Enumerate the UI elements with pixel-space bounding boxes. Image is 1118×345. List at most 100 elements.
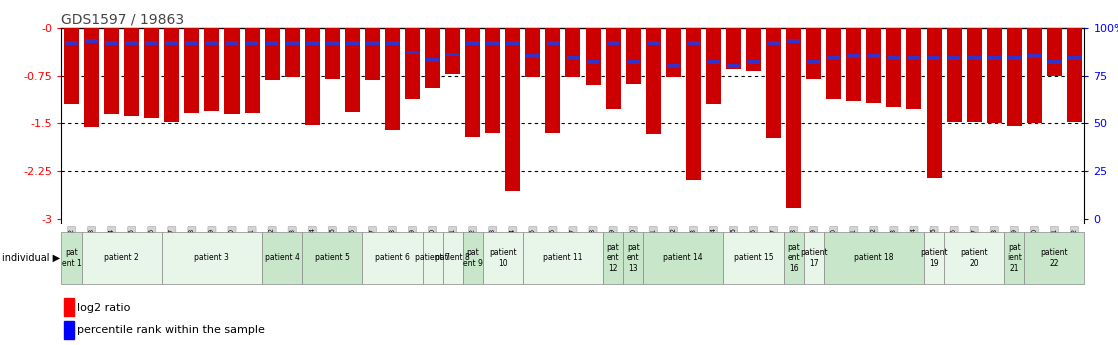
Bar <box>85 39 98 43</box>
Text: pat
ent 1: pat ent 1 <box>61 248 82 268</box>
Bar <box>1048 60 1061 64</box>
Bar <box>405 28 420 99</box>
Bar <box>927 28 941 178</box>
Bar <box>1007 56 1021 60</box>
Bar <box>226 41 238 45</box>
FancyBboxPatch shape <box>523 232 603 284</box>
Bar <box>948 56 960 60</box>
Bar <box>425 28 440 88</box>
Bar <box>1067 28 1082 121</box>
Text: patient
17: patient 17 <box>799 248 827 268</box>
FancyBboxPatch shape <box>162 232 262 284</box>
Text: percentile rank within the sample: percentile rank within the sample <box>77 325 265 335</box>
Bar <box>245 28 259 112</box>
Bar <box>364 28 380 80</box>
Bar <box>547 41 559 45</box>
Bar <box>324 28 340 79</box>
Text: pat
ent 9: pat ent 9 <box>463 248 483 268</box>
Bar <box>827 56 840 60</box>
Bar <box>385 28 400 130</box>
FancyBboxPatch shape <box>1004 232 1024 284</box>
Text: patient 14: patient 14 <box>663 253 703 263</box>
Text: patient 18: patient 18 <box>854 253 893 263</box>
Bar <box>627 60 639 64</box>
Bar <box>286 41 299 45</box>
Text: patient 3: patient 3 <box>195 253 229 263</box>
Text: patient 5: patient 5 <box>315 253 350 263</box>
FancyBboxPatch shape <box>784 232 804 284</box>
Bar <box>325 41 339 45</box>
Text: pat
ent
12: pat ent 12 <box>607 243 619 273</box>
Bar <box>987 28 1002 123</box>
FancyBboxPatch shape <box>262 232 302 284</box>
Bar <box>306 41 319 45</box>
Bar <box>646 28 661 134</box>
Bar <box>285 28 300 77</box>
Bar <box>64 321 74 339</box>
Bar <box>1026 28 1042 123</box>
Bar <box>766 28 781 138</box>
FancyBboxPatch shape <box>423 232 443 284</box>
Bar <box>104 28 120 114</box>
Bar <box>1006 28 1022 126</box>
Bar <box>666 64 680 68</box>
FancyBboxPatch shape <box>82 232 162 284</box>
Bar <box>907 28 921 109</box>
Text: patient 11: patient 11 <box>543 253 582 263</box>
Bar <box>686 41 700 45</box>
Bar <box>527 55 539 58</box>
Bar <box>305 28 320 125</box>
FancyBboxPatch shape <box>603 232 623 284</box>
Bar <box>868 55 880 58</box>
Bar <box>124 28 140 116</box>
Bar <box>144 28 159 118</box>
Bar <box>968 56 980 60</box>
Bar <box>707 60 720 64</box>
Bar <box>866 28 881 103</box>
Bar <box>1046 28 1062 76</box>
Bar <box>184 28 199 112</box>
Bar <box>786 28 802 208</box>
Bar <box>445 28 461 74</box>
Bar <box>908 56 920 60</box>
FancyBboxPatch shape <box>824 232 923 284</box>
Bar <box>366 41 379 45</box>
Bar <box>65 41 78 45</box>
Text: patient 2: patient 2 <box>104 253 139 263</box>
Bar <box>546 28 560 133</box>
Bar <box>145 41 158 45</box>
Text: patient
10: patient 10 <box>489 248 517 268</box>
Bar <box>265 28 280 80</box>
Text: pat
ent
13: pat ent 13 <box>627 243 639 273</box>
Bar <box>607 41 619 45</box>
Bar <box>888 56 900 60</box>
Bar <box>525 28 540 77</box>
Bar <box>586 28 600 85</box>
Text: patient 6: patient 6 <box>375 253 410 263</box>
Bar <box>947 28 961 121</box>
Bar <box>205 28 219 111</box>
FancyBboxPatch shape <box>923 232 944 284</box>
Bar <box>225 28 239 114</box>
Bar <box>246 41 258 45</box>
Bar <box>967 28 982 122</box>
Bar <box>705 28 721 104</box>
Bar <box>266 41 278 45</box>
Bar <box>747 60 760 64</box>
FancyBboxPatch shape <box>723 232 784 284</box>
Text: pat
ent
16: pat ent 16 <box>787 243 800 273</box>
Bar <box>647 41 660 45</box>
Bar <box>105 41 119 45</box>
Bar <box>567 56 579 60</box>
Bar <box>64 28 79 104</box>
Bar <box>606 28 620 109</box>
Bar <box>186 41 198 45</box>
Text: patient
19: patient 19 <box>920 248 948 268</box>
Bar <box>988 56 1001 60</box>
Bar <box>345 41 359 45</box>
Bar <box>485 28 500 133</box>
Bar <box>566 28 580 77</box>
Bar <box>626 28 641 84</box>
Bar <box>446 52 459 56</box>
FancyBboxPatch shape <box>643 232 723 284</box>
